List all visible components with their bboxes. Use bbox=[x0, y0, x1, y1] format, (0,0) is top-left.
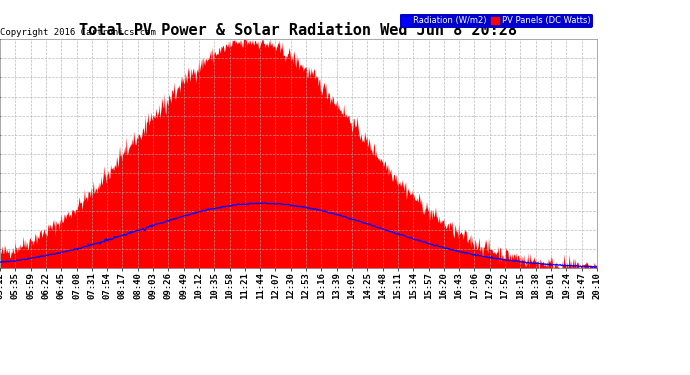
Text: Copyright 2016 Cartronics.com: Copyright 2016 Cartronics.com bbox=[0, 28, 156, 37]
Legend: Radiation (W/m2), PV Panels (DC Watts): Radiation (W/m2), PV Panels (DC Watts) bbox=[400, 14, 593, 28]
Title: Total PV Power & Solar Radiation Wed Jun 8 20:28: Total PV Power & Solar Radiation Wed Jun… bbox=[79, 23, 518, 38]
